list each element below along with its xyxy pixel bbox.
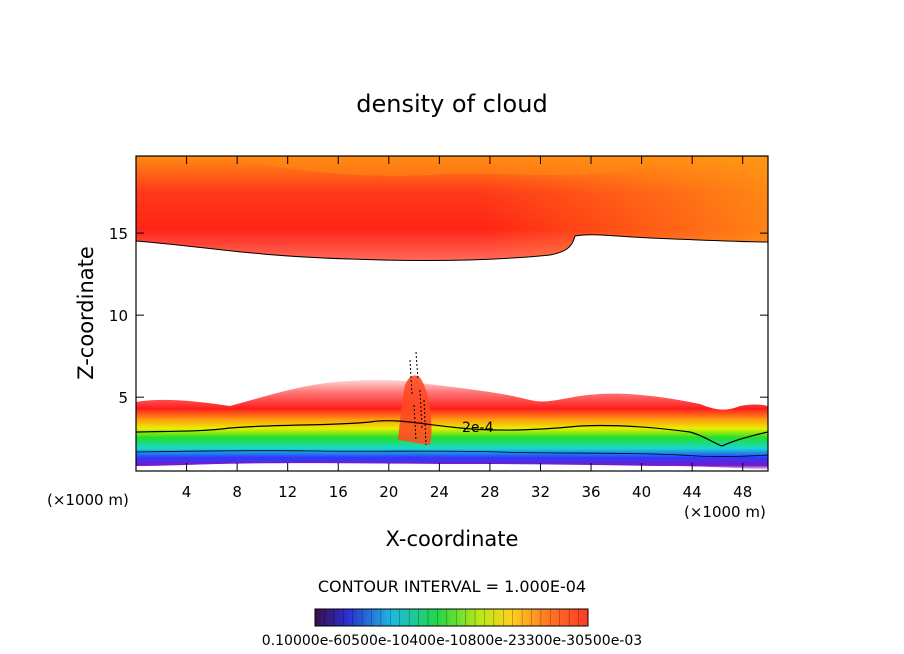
x-axis-ticks: 4 8 12 16 20 24 28 32 36 40 44 48 (182, 156, 752, 501)
x-tick-label: 36 (581, 483, 600, 501)
contour-interval: CONTOUR INTERVAL = 1.000E-04 (318, 577, 586, 596)
x-axis-label: X-coordinate (386, 527, 519, 551)
x-unit-right: (×1000 m) (684, 503, 766, 521)
colorbar-labels: 0.10000e-60500e-10400e-10800e-23300e-305… (262, 633, 642, 649)
x-tick-label: 20 (379, 483, 398, 501)
x-tick-label: 8 (232, 483, 242, 501)
x-tick-label: 4 (182, 483, 192, 501)
y-tick-label: 10 (109, 307, 128, 325)
y-axis-label: Z-coordinate (74, 246, 98, 380)
plot-frame (135, 155, 769, 472)
x-tick-label: 32 (531, 483, 550, 501)
upper-cloud-orange (136, 156, 768, 261)
x-tick-label: 28 (480, 483, 499, 501)
x-tick-label: 40 (632, 483, 651, 501)
y-axis-ticks: 5 10 15 (109, 225, 768, 407)
y-tick-label: 5 (118, 389, 128, 407)
contour-lower (136, 450, 768, 457)
lower-cloud-layer (136, 379, 768, 470)
upper-cloud-edge (136, 234, 768, 261)
contour-2e-4 (136, 420, 768, 447)
turret-contours (409, 351, 427, 446)
y-tick-label: 15 (109, 225, 128, 243)
x-unit-left: (×1000 m) (47, 491, 129, 509)
plot-area: 2e-4 (136, 156, 768, 471)
x-tick-label: 48 (733, 483, 752, 501)
colorbar (314, 608, 589, 627)
x-tick-label: 16 (329, 483, 348, 501)
x-tick-label: 44 (683, 483, 702, 501)
x-tick-label: 24 (430, 483, 449, 501)
contour-label: 2e-4 (462, 420, 494, 436)
x-tick-label: 12 (278, 483, 297, 501)
upper-orange-highlight (240, 156, 700, 176)
chart-title: density of cloud (356, 90, 547, 118)
